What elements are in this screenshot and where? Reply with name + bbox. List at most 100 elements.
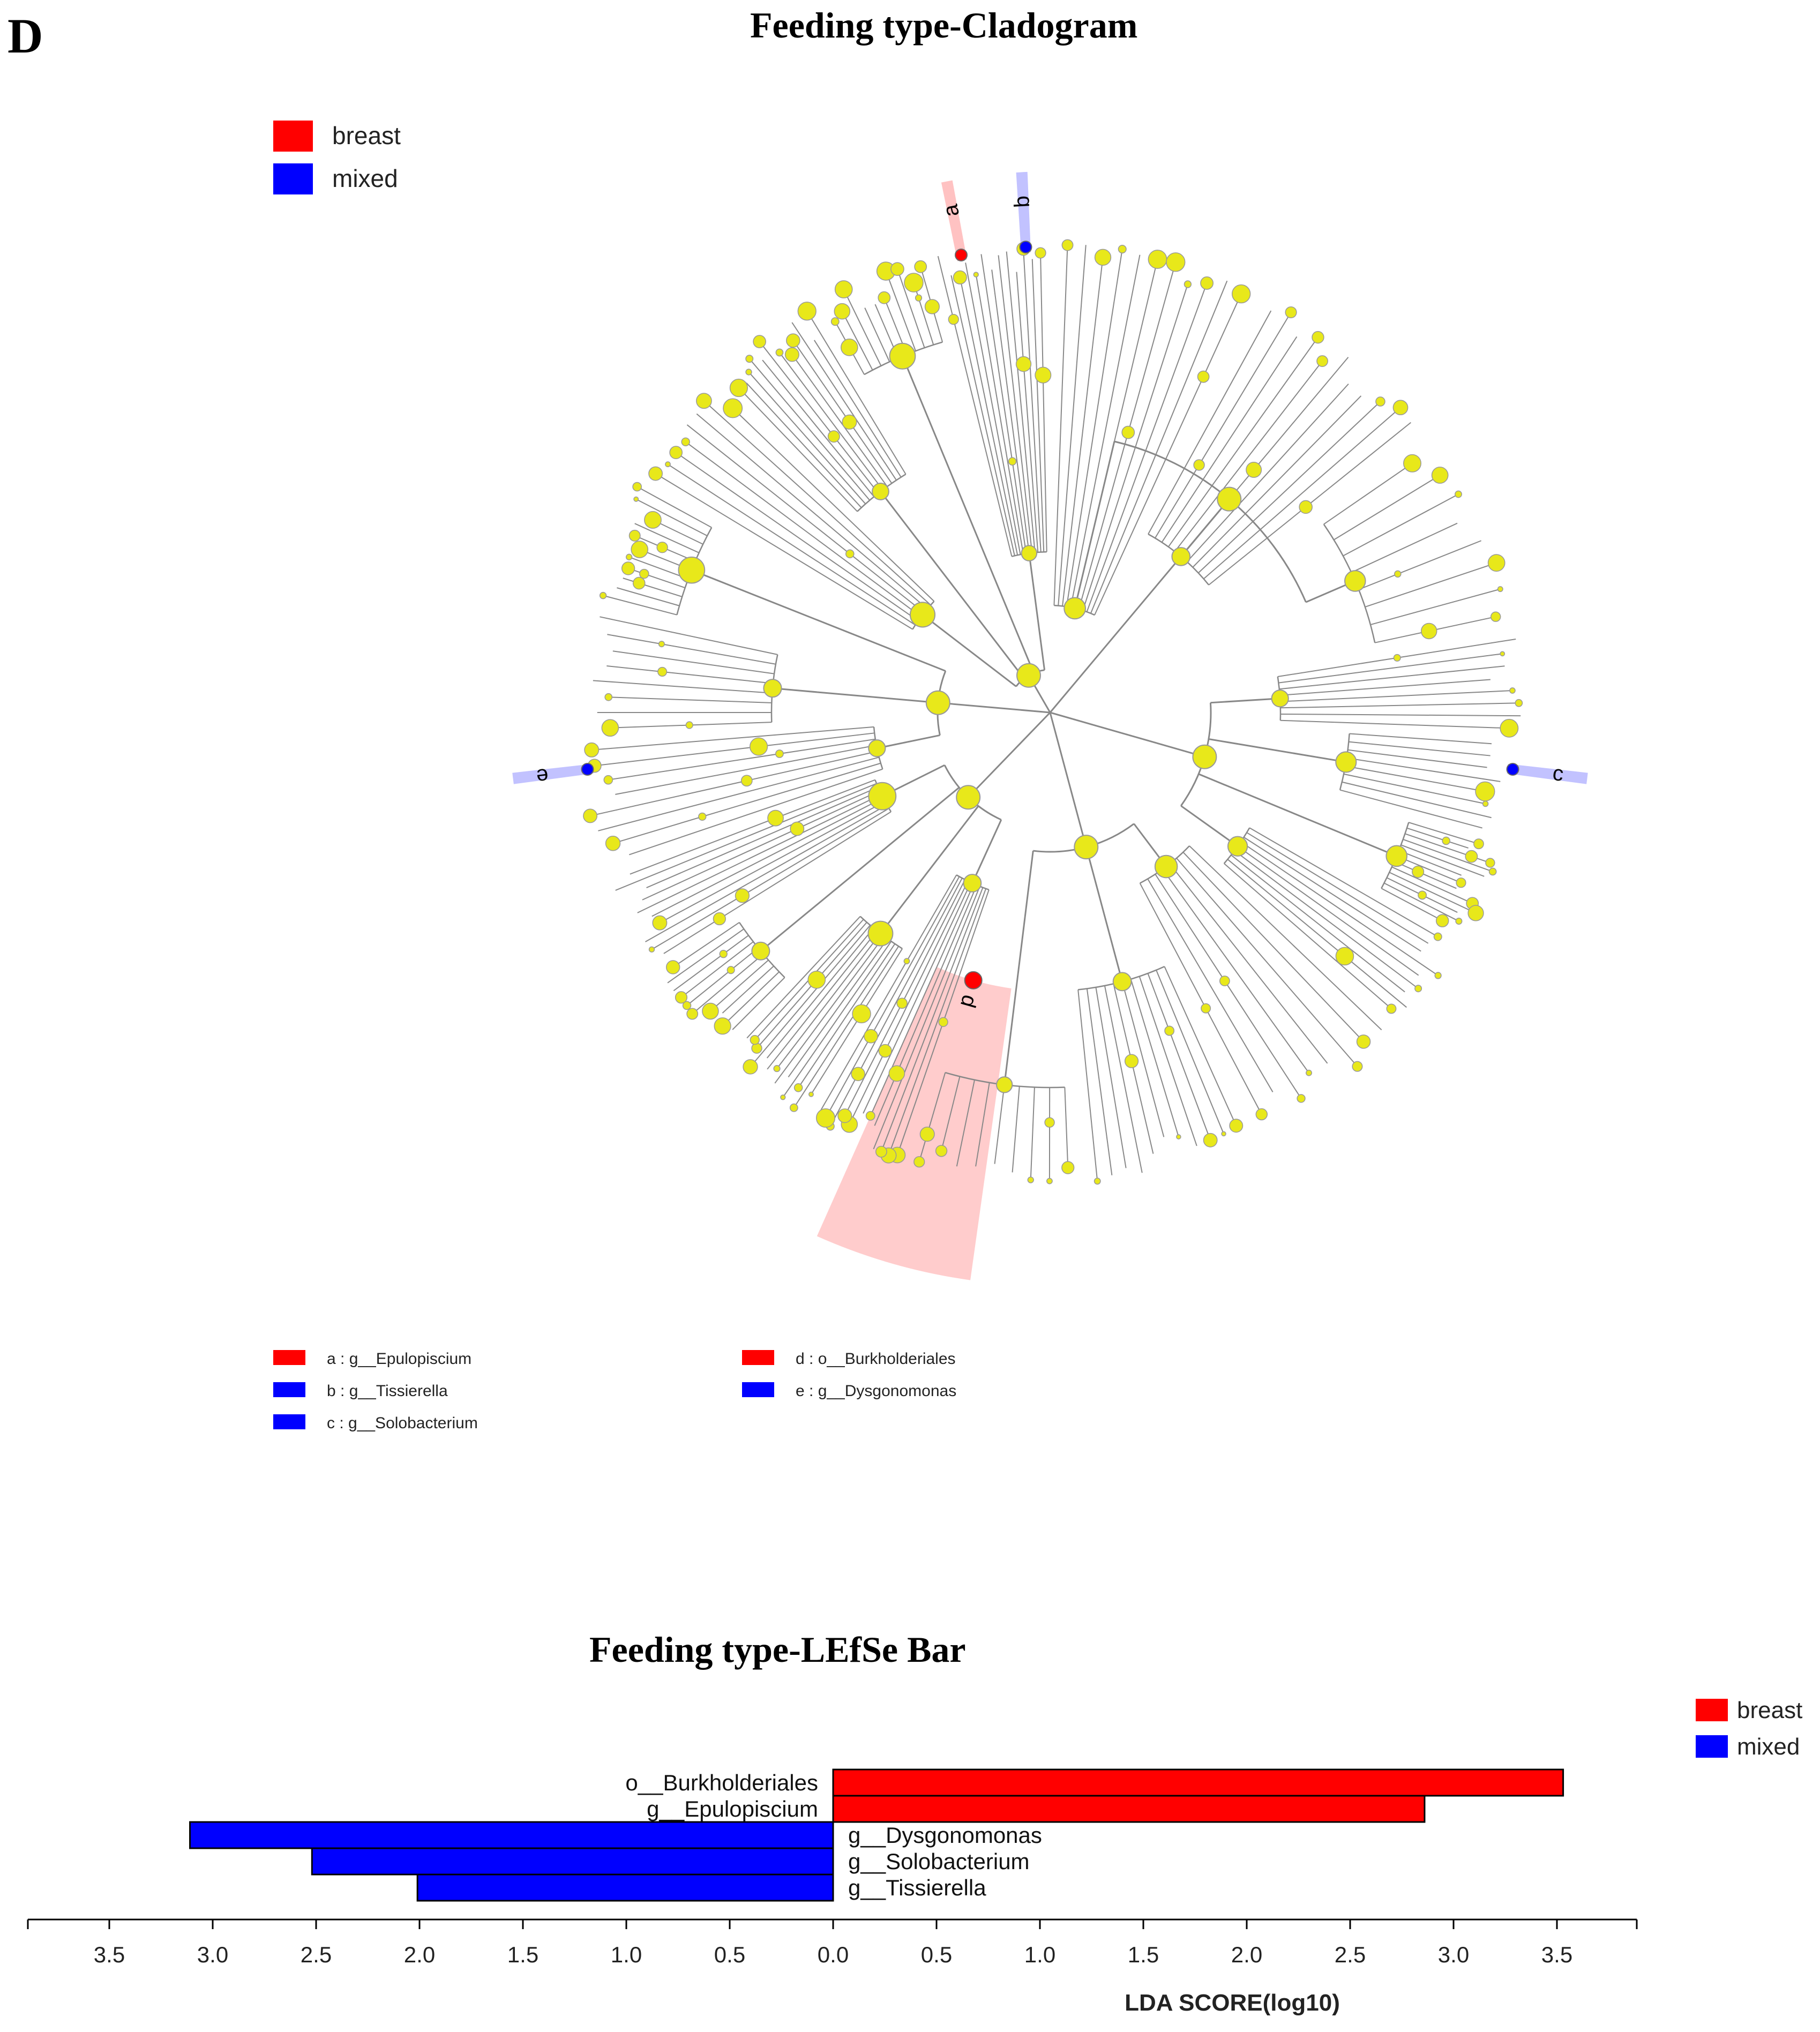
leaf-branch	[1408, 822, 1479, 845]
branch	[1210, 698, 1280, 704]
key-swatch	[742, 1382, 774, 1397]
leaf-branch	[637, 793, 882, 913]
leaf-branch	[766, 927, 874, 1059]
leaf-branch	[1162, 868, 1309, 1074]
x-tick-label: 1.5	[1128, 1942, 1159, 1967]
leaf-node	[745, 369, 752, 376]
clade-node	[763, 679, 782, 698]
leaf-node	[1456, 878, 1466, 888]
leaf-node	[696, 393, 712, 409]
leaf-node	[1455, 918, 1463, 925]
inner-node	[1335, 947, 1354, 966]
leaf-node	[604, 693, 613, 701]
clade-node	[889, 342, 916, 370]
leaf-node	[1094, 249, 1112, 266]
leaf-branch	[608, 738, 875, 781]
bar-g__Tissierella	[416, 1873, 834, 1902]
leaf-branch	[1176, 858, 1358, 1067]
leaf-branch	[937, 256, 1013, 557]
leaf-node	[729, 378, 748, 398]
leaf-node	[1285, 306, 1297, 319]
leaf-node	[1386, 1003, 1397, 1014]
leaf-branch	[844, 879, 966, 1116]
leaf-branch	[1391, 866, 1473, 904]
leaf-branch	[748, 371, 866, 505]
leaf-branch	[767, 930, 878, 1070]
leaf-node	[632, 482, 642, 492]
inner-node	[1044, 1117, 1055, 1128]
leaf-branch	[1396, 855, 1462, 883]
clade-node	[1074, 835, 1099, 860]
marker-letter-a: a	[939, 202, 964, 219]
leaf-branch	[1155, 874, 1302, 1099]
leaf-branch	[598, 756, 880, 831]
leaf-branch	[820, 874, 957, 1111]
leaf-branch	[965, 263, 1021, 555]
leaf-branch	[686, 947, 759, 1006]
leaf-branch	[1389, 872, 1476, 914]
leaf-node	[621, 561, 635, 575]
leaf-branch	[1074, 259, 1158, 609]
inner-node	[807, 970, 826, 989]
leaf-branch	[880, 887, 984, 1152]
x-tick-label: 1.0	[611, 1942, 642, 1967]
clade-highlights	[512, 171, 1588, 1280]
marker-letter-b: b	[1010, 195, 1034, 208]
leaf-branch	[746, 916, 861, 1039]
leaf-branch	[1406, 827, 1469, 849]
leaf-branch	[655, 473, 913, 630]
inner-node	[852, 1004, 871, 1024]
leaf-node	[1176, 1134, 1181, 1139]
leaf-branch	[1167, 337, 1319, 548]
x-tick-label: 3.5	[94, 1942, 125, 1967]
key-swatch	[742, 1350, 774, 1365]
leaf-branch	[1347, 749, 1487, 768]
leaf-branch	[782, 941, 892, 1098]
leaf-node	[750, 1034, 760, 1045]
leaf-branch	[950, 275, 1015, 556]
leaf-branch	[663, 811, 892, 954]
clade-node	[867, 920, 894, 947]
leaf-branch	[841, 311, 873, 371]
leaf-branch	[885, 271, 916, 351]
leaf-node	[793, 1083, 803, 1092]
branch	[1085, 846, 1124, 982]
leaf-branch	[941, 1076, 961, 1151]
leaf-branch	[590, 751, 878, 816]
inner-node	[632, 576, 646, 590]
lefse-bar-title: Feeding type-LEfSe Bar	[589, 1629, 966, 1670]
leaf-node	[1118, 244, 1127, 254]
leaf-branch	[762, 359, 874, 497]
branch	[691, 569, 946, 672]
leaf-node	[584, 742, 600, 758]
leaf-node	[1035, 247, 1046, 259]
leaf-branch	[888, 888, 987, 1156]
leaf-branch	[792, 340, 893, 484]
inner-node	[878, 1044, 892, 1058]
leaf-node	[605, 836, 621, 851]
leaf-node	[1435, 914, 1449, 927]
clade-highlight-a	[941, 180, 967, 261]
leaf-node	[652, 915, 668, 931]
leaf-branch	[732, 408, 935, 602]
leaf-branch	[1278, 653, 1503, 684]
inner-node	[1418, 890, 1427, 900]
leaf-branch	[686, 424, 925, 613]
leaf-node	[1352, 1061, 1363, 1072]
leaf-branch	[1227, 859, 1407, 1008]
bar-legend-swatch-mixed	[1696, 1735, 1728, 1758]
leaf-branch	[1006, 251, 1036, 553]
leaf-branch	[1349, 733, 1492, 745]
leaf-branch	[1398, 850, 1462, 876]
leaf-branch	[1244, 836, 1421, 952]
leaf-node	[935, 1145, 948, 1157]
leaf-branch	[1164, 966, 1237, 1126]
leaf-branch	[1086, 283, 1208, 612]
leaf-node	[1414, 985, 1422, 993]
inner-node	[864, 1029, 878, 1044]
inner-node	[840, 339, 858, 356]
leaf-branch	[1070, 254, 1141, 608]
leaf-branch	[748, 358, 870, 501]
leaf-branch	[1249, 827, 1439, 938]
inner-node	[685, 721, 693, 729]
